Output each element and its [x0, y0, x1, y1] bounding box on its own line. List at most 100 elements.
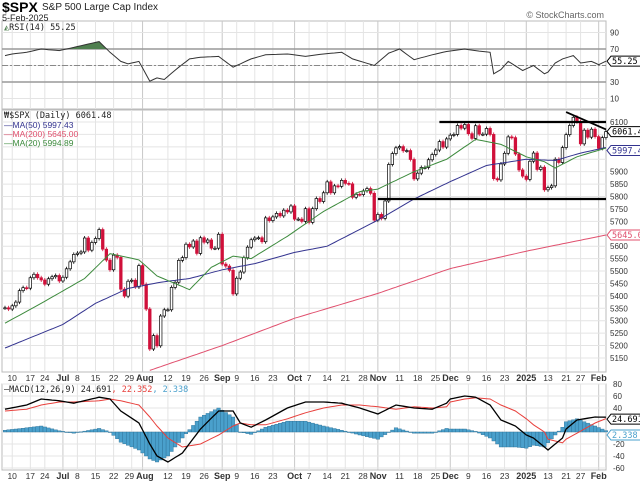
candle-down — [209, 239, 213, 249]
candle-up — [32, 273, 36, 279]
macd-histogram-bar — [357, 431, 362, 436]
x-tick-label: Oct — [287, 373, 302, 383]
candle-up — [531, 152, 536, 162]
macd-value-tag: 24.691 — [612, 415, 640, 425]
candle-down — [148, 308, 152, 350]
candle-down — [459, 125, 463, 129]
candle-down — [470, 133, 474, 139]
candle-up — [159, 315, 163, 347]
ma20-legend: —MA(20) 5994.89 — [4, 138, 74, 148]
macd-histogram-bar — [433, 431, 438, 433]
candle-down — [307, 208, 311, 223]
macd-histogram-bar — [75, 431, 80, 433]
price-tick-label: 6100 — [610, 118, 628, 127]
x-tick-label: Jul — [56, 471, 69, 481]
macd-histogram-bar — [17, 428, 22, 433]
candle-up — [549, 185, 554, 188]
macd-histogram-bar — [3, 430, 7, 433]
candle-up — [206, 239, 210, 243]
macd-histogram-bar — [386, 431, 391, 433]
ma20-legend-text: MA(20) 5994.89 — [12, 138, 74, 148]
candle-down — [524, 175, 528, 180]
x-tick-label: 7 — [307, 471, 312, 481]
ma50-legend-text: MA(50) 5997.43 — [12, 120, 74, 130]
macd-line — [4, 395, 606, 463]
macd-histogram-bar — [274, 424, 279, 433]
macd-histogram-bar — [209, 411, 214, 433]
x-tick-label: Sep — [214, 471, 231, 481]
candle-down — [278, 213, 282, 217]
x-tick-label: 19 — [181, 471, 191, 481]
macd-tick-label: -20 — [613, 440, 625, 449]
macd-histogram-bar — [393, 427, 398, 433]
macd-histogram-bar — [31, 426, 36, 433]
macd-hist-legend-value: , 2.338 — [152, 385, 189, 395]
candle-up — [499, 163, 503, 181]
copyright: © StockCharts.com — [526, 10, 604, 20]
macd-histogram-bar — [42, 426, 47, 433]
candle-up — [79, 251, 83, 254]
macd-histogram-bar — [183, 431, 188, 434]
macd-histogram-bar — [97, 428, 102, 433]
x-tick-label: 21 — [561, 373, 571, 383]
candle-up — [72, 254, 76, 263]
candle-up — [560, 147, 565, 163]
macd-panel: 24.691 2.338 — [3, 395, 640, 463]
grid-lines — [1, 20, 607, 471]
candle-up — [340, 180, 344, 187]
candle-up — [332, 185, 337, 194]
price-value-tag-box — [606, 126, 640, 138]
macd-histogram-bar — [24, 427, 29, 433]
x-tick-label: Feb — [591, 471, 608, 481]
candle-up — [90, 242, 94, 251]
x-tick-label: 2025 — [516, 471, 536, 481]
macd-histogram-bar — [260, 428, 265, 433]
macd-histogram-bar — [603, 430, 608, 433]
macd-histogram-bar — [473, 431, 478, 433]
macd-histogram-bar — [35, 426, 40, 433]
candle-up — [484, 128, 489, 135]
x-tick-label: 23 — [268, 373, 278, 383]
ma200-value-tag-box — [606, 229, 640, 241]
macd-histogram-bar — [176, 431, 181, 443]
macd-histogram-bar — [21, 428, 26, 433]
candle-up — [311, 208, 315, 223]
x-tick-label: 10 — [7, 471, 17, 481]
macd-tick-label: -40 — [613, 452, 625, 461]
candle-up — [82, 237, 87, 253]
macd-histogram-bar — [165, 431, 170, 457]
macd-histogram-bar — [339, 430, 344, 433]
candle-down — [372, 192, 376, 221]
macd-histogram-bar — [430, 431, 435, 434]
x-tick-label: 28 — [358, 471, 368, 481]
rsi-tick-label: 90 — [610, 29, 619, 38]
x-tick-label: Nov — [370, 373, 387, 383]
macd-tick-label: 60 — [613, 392, 622, 401]
candle-up — [137, 265, 141, 288]
ma200-value-tag: 5645.00 — [612, 231, 640, 241]
macd-histogram-bar — [477, 431, 482, 434]
candle-up — [50, 276, 54, 280]
macd-histogram-bar — [513, 431, 518, 448]
macd-histogram-bar — [491, 431, 496, 442]
x-tick-label: 17 — [26, 373, 36, 383]
macd-histogram-bar — [506, 431, 511, 448]
x-tick-label: 27 — [576, 373, 586, 383]
x-tick-label: Dec — [442, 373, 459, 383]
macd-histogram-bar — [553, 431, 558, 436]
x-tick-label: 26 — [199, 471, 209, 481]
candle-down — [586, 129, 590, 138]
macd-histogram-bar — [234, 424, 239, 433]
macd-histogram-bar — [444, 428, 449, 433]
macd-histogram-bar — [100, 429, 105, 433]
macd-tick-label: 40 — [613, 404, 622, 413]
price-legend: ₩$SPX (Daily) 6061.48 — [4, 112, 111, 121]
rsi-value-tag-box — [606, 55, 640, 67]
macd-histogram-bar — [350, 431, 355, 434]
macd-histogram-bar — [600, 428, 605, 433]
x-tick-label: 10 — [7, 373, 17, 383]
candle-down — [441, 141, 445, 148]
x-tick-label: 11 — [395, 471, 404, 481]
macd-histogram-bar — [129, 431, 134, 448]
candle-up — [419, 167, 423, 174]
